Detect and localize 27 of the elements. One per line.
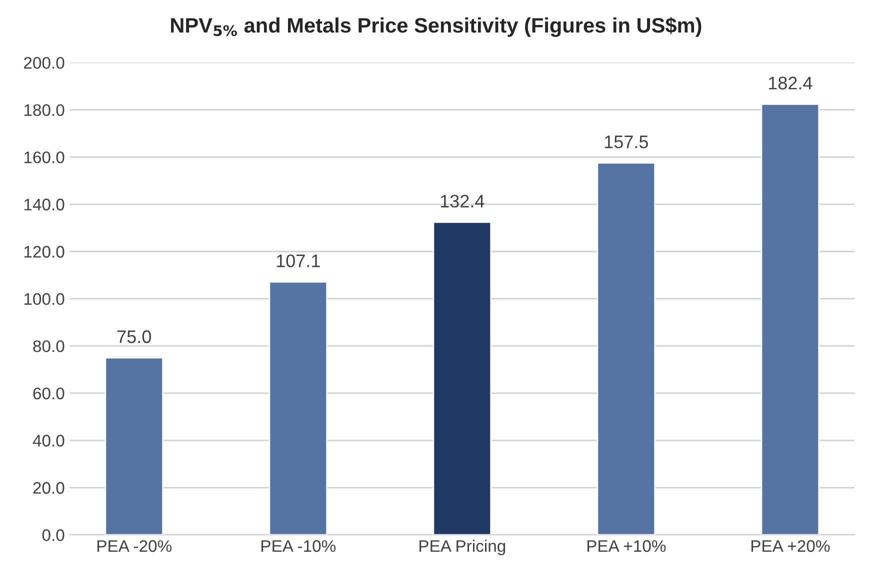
- y-tick-label: 40.0: [32, 434, 64, 447]
- bar: [268, 281, 328, 535]
- data-label: 75.0: [117, 330, 151, 344]
- y-tick-label: 180.0: [24, 104, 64, 116]
- x-tick-label: PEA -20%: [98, 540, 172, 552]
- bar: [760, 103, 820, 535]
- x-tick-label: PEA +10%: [587, 540, 666, 552]
- data-label: 157.5: [604, 136, 648, 148]
- data-label: 107.1: [276, 254, 320, 268]
- data-label: 182.4: [768, 76, 812, 90]
- bar: [104, 357, 164, 535]
- x-tick-label: PEA Pricing: [420, 540, 506, 556]
- y-tick-label: 140.0: [24, 198, 64, 210]
- chart-title: NPV$_{5%}$ and Metals Price Sensitivity (Figures in US$m): [171, 17, 702, 37]
- bar: [596, 162, 656, 535]
- y-tick-label: 20.0: [33, 482, 64, 494]
- x-tick-label: PEA -10%: [262, 540, 336, 552]
- x-tick-label: PEA +20%: [751, 540, 830, 552]
- y-tick-label: 120.0: [24, 246, 64, 258]
- bar: [432, 222, 492, 535]
- y-tick-label: 60.0: [33, 388, 64, 400]
- y-tick-label: 200.0: [24, 56, 64, 69]
- y-tick-label: 160.0: [24, 151, 64, 164]
- y-tick-label: 80.0: [33, 340, 64, 352]
- data-label: 132.4: [440, 194, 484, 208]
- y-tick-label: 0.0: [42, 529, 64, 542]
- y-tick-label: 100.0: [24, 293, 64, 305]
